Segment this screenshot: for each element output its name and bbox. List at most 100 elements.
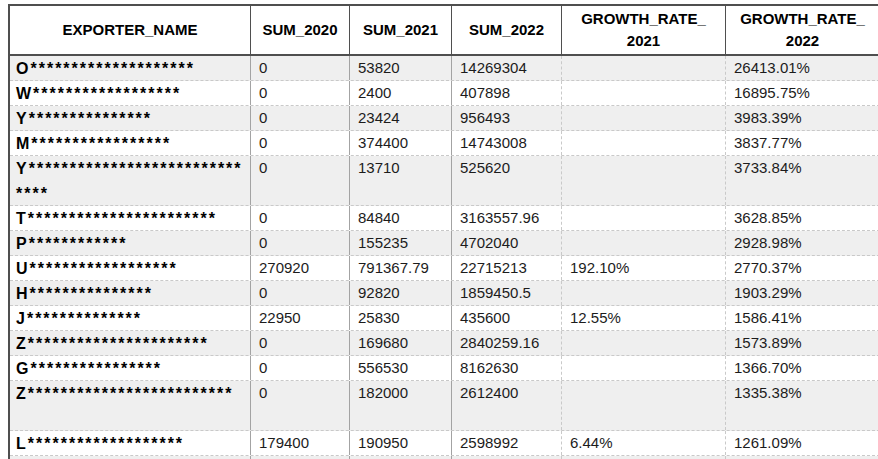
cell-sum-2020[interactable]: 0 bbox=[251, 281, 350, 305]
cell-sum-2020[interactable]: 179400 bbox=[251, 431, 350, 455]
cell-growth-rate-2022[interactable]: 3983.39% bbox=[726, 106, 878, 130]
cell-sum-2022[interactable]: 3163557.96 bbox=[452, 206, 562, 230]
cell-sum-2022[interactable]: 956493 bbox=[452, 106, 562, 130]
cell-sum-2021[interactable]: 2400 bbox=[350, 81, 452, 105]
cell-exporter-name[interactable]: Z********************** bbox=[10, 331, 251, 355]
cell-exporter-name[interactable]: L******************* bbox=[10, 431, 251, 455]
cell-growth-rate-2021[interactable] bbox=[562, 231, 726, 255]
cell-growth-rate-2021[interactable] bbox=[562, 156, 726, 205]
cell-exporter-name[interactable]: Z************************* bbox=[10, 381, 251, 430]
cell-sum-2022[interactable]: 2840259.16 bbox=[452, 331, 562, 355]
cell-growth-rate-2021[interactable] bbox=[562, 331, 726, 355]
cell-sum-2022[interactable]: 4702040 bbox=[452, 231, 562, 255]
cell-sum-2020[interactable]: 0 bbox=[251, 356, 350, 380]
cell-sum-2020[interactable]: 0 bbox=[251, 56, 350, 80]
cell-sum-2021[interactable]: 84840 bbox=[350, 206, 452, 230]
column-header-sum-2021[interactable]: SUM_2021 bbox=[350, 6, 452, 54]
cell-sum-2020[interactable]: 0 bbox=[251, 106, 350, 130]
column-header-sum-2020[interactable]: SUM_2020 bbox=[251, 6, 350, 54]
cell-sum-2020[interactable]: 0 bbox=[251, 156, 350, 205]
table-row: Y******************************013710525… bbox=[10, 156, 878, 206]
cell-sum-2020[interactable]: 0 bbox=[251, 331, 350, 355]
cell-sum-2021[interactable]: 556530 bbox=[350, 356, 452, 380]
cell-growth-rate-2022[interactable]: 2770.37% bbox=[726, 256, 878, 280]
cell-growth-rate-2022[interactable]: 16895.75% bbox=[726, 81, 878, 105]
cell-sum-2021[interactable]: 791367.79 bbox=[350, 256, 452, 280]
cell-exporter-name[interactable]: Y*************** bbox=[10, 106, 251, 130]
cell-exporter-name[interactable]: W****************** bbox=[10, 81, 251, 105]
cell-exporter-name[interactable]: J************** bbox=[10, 306, 251, 330]
column-header-label: GROWTH_RATE_ bbox=[581, 8, 706, 30]
cell-exporter-name[interactable]: U****************** bbox=[10, 256, 251, 280]
column-header-label-line2: 2021 bbox=[627, 30, 660, 52]
cell-sum-2022[interactable]: 435600 bbox=[452, 306, 562, 330]
cell-sum-2022[interactable]: 407898 bbox=[452, 81, 562, 105]
cell-exporter-name[interactable]: H*************** bbox=[10, 281, 251, 305]
cell-sum-2020[interactable]: 0 bbox=[251, 131, 350, 155]
column-header-label: EXPORTER_NAME bbox=[62, 19, 197, 41]
cell-growth-rate-2022[interactable]: 1586.41% bbox=[726, 306, 878, 330]
cell-sum-2020[interactable]: 22950 bbox=[251, 306, 350, 330]
column-header-sum-2022[interactable]: SUM_2022 bbox=[452, 6, 562, 54]
cell-growth-rate-2022[interactable]: 2928.98% bbox=[726, 231, 878, 255]
cell-growth-rate-2022[interactable]: 26413.01% bbox=[726, 56, 878, 80]
cell-growth-rate-2022[interactable]: 1261.09% bbox=[726, 431, 878, 455]
cell-growth-rate-2021[interactable] bbox=[562, 206, 726, 230]
cell-sum-2021[interactable]: 23424 bbox=[350, 106, 452, 130]
cell-exporter-name[interactable]: P************ bbox=[10, 231, 251, 255]
cell-growth-rate-2021[interactable]: 12.55% bbox=[562, 306, 726, 330]
cell-sum-2022[interactable]: 22715213 bbox=[452, 256, 562, 280]
cell-growth-rate-2021[interactable]: 6.44% bbox=[562, 431, 726, 455]
cell-growth-rate-2022[interactable]: 1366.70% bbox=[726, 356, 878, 380]
cell-growth-rate-2021[interactable] bbox=[562, 106, 726, 130]
column-header-label: GROWTH_RATE_ bbox=[740, 8, 865, 30]
table-header: EXPORTER_NAMESUM_2020SUM_2021SUM_2022GRO… bbox=[10, 4, 878, 56]
cell-growth-rate-2022[interactable]: 1903.29% bbox=[726, 281, 878, 305]
cell-exporter-name[interactable]: M***************** bbox=[10, 131, 251, 155]
column-header-growth-rate-2021[interactable]: GROWTH_RATE_2021 bbox=[562, 6, 726, 54]
cell-exporter-name[interactable]: T*********************** bbox=[10, 206, 251, 230]
cell-sum-2022[interactable]: 2598992 bbox=[452, 431, 562, 455]
column-header-growth-rate-2022[interactable]: GROWTH_RATE_2022 bbox=[726, 6, 878, 54]
cell-growth-rate-2021[interactable] bbox=[562, 281, 726, 305]
cell-exporter-name[interactable]: Y****************************** bbox=[10, 156, 251, 205]
cell-sum-2021[interactable]: 182000 bbox=[350, 381, 452, 430]
cell-sum-2022[interactable]: 8162630 bbox=[452, 356, 562, 380]
cell-exporter-name[interactable]: O******************** bbox=[10, 56, 251, 80]
cell-sum-2021[interactable]: 374400 bbox=[350, 131, 452, 155]
cell-growth-rate-2022[interactable]: 1335.38% bbox=[726, 381, 878, 430]
cell-sum-2022[interactable]: 2612400 bbox=[452, 381, 562, 430]
table-row: O********************05382014269304 26413… bbox=[10, 56, 878, 81]
cell-sum-2021[interactable]: 169680 bbox=[350, 331, 452, 355]
cell-sum-2021[interactable]: 13710 bbox=[350, 156, 452, 205]
cell-sum-2022[interactable]: 14743008 bbox=[452, 131, 562, 155]
cell-sum-2021[interactable]: 53820 bbox=[350, 56, 452, 80]
cell-growth-rate-2021[interactable] bbox=[562, 56, 726, 80]
cell-growth-rate-2022[interactable]: 1573.89% bbox=[726, 331, 878, 355]
cell-growth-rate-2021[interactable] bbox=[562, 356, 726, 380]
cell-sum-2020[interactable]: 270920 bbox=[251, 256, 350, 280]
table-row: L*******************17940019095025989926… bbox=[10, 431, 878, 456]
cell-sum-2020[interactable]: 0 bbox=[251, 206, 350, 230]
cell-sum-2020[interactable]: 0 bbox=[251, 231, 350, 255]
column-header-exporter-name[interactable]: EXPORTER_NAME bbox=[10, 6, 251, 54]
cell-sum-2020[interactable]: 0 bbox=[251, 81, 350, 105]
table-row: Z*************************01820002612400… bbox=[10, 381, 878, 431]
cell-exporter-name[interactable]: G**************** bbox=[10, 356, 251, 380]
cell-sum-2022[interactable]: 14269304 bbox=[452, 56, 562, 80]
table-row: W******************02400407898 16895.75% bbox=[10, 81, 878, 106]
cell-growth-rate-2022[interactable]: 3837.77% bbox=[726, 131, 878, 155]
cell-sum-2021[interactable]: 155235 bbox=[350, 231, 452, 255]
cell-growth-rate-2021[interactable] bbox=[562, 131, 726, 155]
cell-growth-rate-2021[interactable]: 192.10% bbox=[562, 256, 726, 280]
cell-growth-rate-2022[interactable]: 3733.84% bbox=[726, 156, 878, 205]
cell-growth-rate-2022[interactable]: 3628.85% bbox=[726, 206, 878, 230]
cell-growth-rate-2021[interactable] bbox=[562, 81, 726, 105]
cell-sum-2021[interactable]: 190950 bbox=[350, 431, 452, 455]
cell-sum-2020[interactable]: 0 bbox=[251, 381, 350, 430]
cell-sum-2022[interactable]: 525620 bbox=[452, 156, 562, 205]
cell-sum-2021[interactable]: 25830 bbox=[350, 306, 452, 330]
cell-sum-2022[interactable]: 1859450.5 bbox=[452, 281, 562, 305]
cell-growth-rate-2021[interactable] bbox=[562, 381, 726, 430]
cell-sum-2021[interactable]: 92820 bbox=[350, 281, 452, 305]
